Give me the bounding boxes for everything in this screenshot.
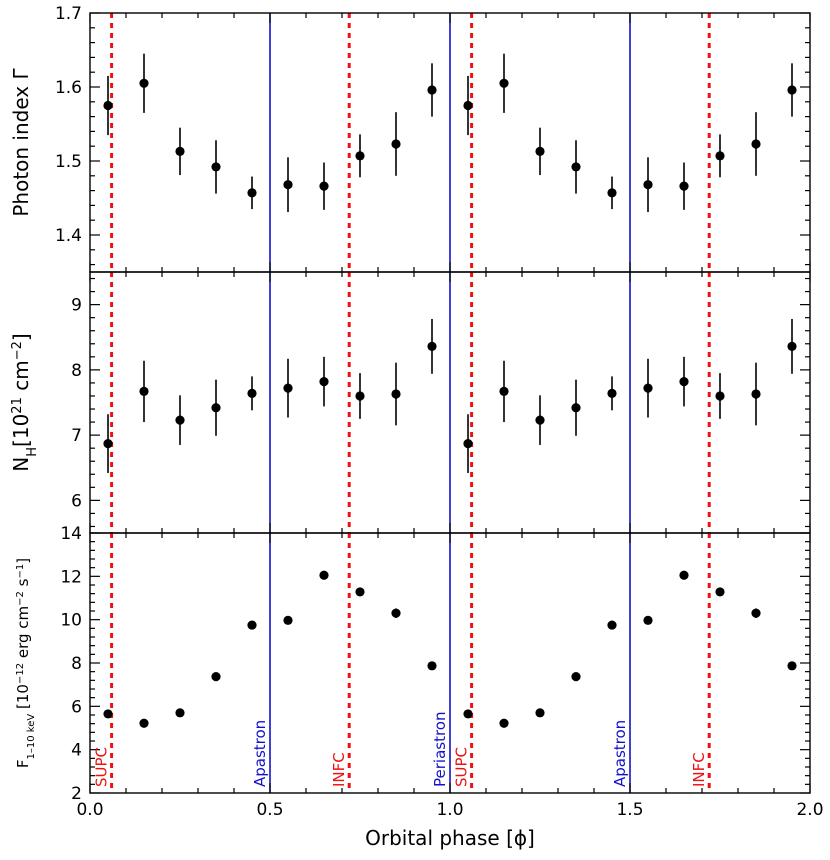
- data-point: [751, 139, 761, 149]
- y-tick-label: 1.7: [55, 4, 82, 24]
- data-point: [103, 439, 113, 449]
- data-point: [751, 389, 761, 399]
- y-tick-label: 9: [71, 296, 82, 316]
- data-point: [211, 672, 221, 682]
- y-tick-label: 8: [71, 361, 82, 381]
- y-tick-label: 8: [71, 654, 82, 674]
- data-point: [391, 389, 401, 399]
- y-axis-label-0: Photon index Γ: [9, 67, 33, 216]
- data-point: [679, 377, 689, 387]
- data-point: [283, 615, 293, 625]
- data-point: [355, 391, 365, 401]
- x-tick-label: 0.0: [76, 800, 103, 820]
- data-point: [571, 162, 581, 172]
- data-point: [643, 383, 653, 393]
- data-point: [535, 415, 545, 425]
- data-point: [607, 188, 617, 198]
- data-point: [715, 587, 725, 597]
- x-tick-label: 1.5: [616, 800, 643, 820]
- data-point: [679, 181, 689, 191]
- data-point: [535, 146, 545, 156]
- data-point: [715, 391, 725, 401]
- data-point: [679, 570, 689, 580]
- data-point: [103, 100, 113, 111]
- y-tick-label: 10: [60, 611, 82, 631]
- data-point: [427, 661, 437, 671]
- data-point: [607, 620, 617, 630]
- data-point: [175, 146, 185, 156]
- y-tick-label: 6: [71, 491, 82, 511]
- data-point: [499, 718, 509, 728]
- y-tick-label: 12: [60, 567, 82, 587]
- data-point: [607, 388, 617, 398]
- data-point: [787, 661, 797, 671]
- marker-label-infc-6: INFC: [690, 752, 708, 787]
- data-point: [463, 100, 473, 111]
- y-axis-label-2: F1–10 keV [10−12 erg cm−2 s−1]: [14, 558, 37, 768]
- marker-label-apastron-5: Apastron: [611, 720, 629, 787]
- panel-0: 1.4 1.5 1.6 1.7 Photon index Γ: [9, 4, 811, 273]
- data-point: [427, 341, 437, 351]
- data-point: [643, 615, 653, 625]
- data-point: [463, 439, 473, 449]
- y-tick-label: 2: [71, 784, 82, 804]
- data-point: [391, 608, 401, 618]
- data-point: [463, 709, 473, 719]
- data-point: [571, 403, 581, 413]
- data-point: [211, 403, 221, 413]
- data-point: [139, 718, 149, 728]
- data-point: [787, 341, 797, 351]
- data-point: [283, 383, 293, 393]
- x-axis-label: Orbital phase [ϕ]: [365, 826, 535, 850]
- data-point: [319, 181, 329, 191]
- data-point: [283, 180, 293, 190]
- data-point: [751, 608, 761, 618]
- y-tick-label: 7: [71, 426, 82, 446]
- data-point: [247, 388, 257, 398]
- data-point: [319, 377, 329, 387]
- marker-label-periastron-3: Periastron: [431, 712, 449, 787]
- data-point: [643, 180, 653, 190]
- data-point: [715, 151, 725, 161]
- data-point: [211, 162, 221, 172]
- data-point: [391, 139, 401, 149]
- data-point: [319, 570, 329, 580]
- y-axis-label-1: NH[1021 cm−2]: [9, 333, 40, 471]
- data-point: [175, 708, 185, 718]
- x-tick-label: 2.0: [796, 800, 823, 820]
- marker-label-supc-4: SUPC: [453, 747, 471, 787]
- y-tick-label: 6: [71, 697, 82, 717]
- data-point: [139, 386, 149, 397]
- y-tick-label: 1.4: [55, 226, 82, 246]
- y-tick-label: 4: [71, 741, 82, 761]
- data-point: [103, 709, 113, 719]
- data-point: [571, 672, 581, 682]
- data-point: [499, 386, 509, 397]
- x-tick-label: 1.0: [436, 800, 463, 820]
- y-tick-label: 1.6: [55, 78, 82, 98]
- data-point: [247, 188, 257, 198]
- marker-label-infc-2: INFC: [330, 752, 348, 787]
- y-tick-label: 14: [60, 524, 82, 544]
- panel-1: 6 7 8 9 NH[1021 cm−2]: [9, 271, 811, 534]
- y-tick-label: 1.5: [55, 152, 82, 172]
- marker-label-supc-0: SUPC: [93, 747, 111, 787]
- data-point: [499, 78, 509, 88]
- data-point: [355, 151, 365, 161]
- panel-2: 2 4 6 8 10 12 14 F1–10 keV [10−12 erg cm−2 s−1]: [14, 524, 811, 804]
- data-point: [175, 415, 185, 425]
- data-point: [355, 587, 365, 597]
- x-tick-label: 0.5: [256, 800, 283, 820]
- marker-label-apastron-1: Apastron: [251, 720, 269, 787]
- data-point: [427, 85, 437, 95]
- data-point: [139, 78, 149, 88]
- data-point: [535, 708, 545, 718]
- data-point: [787, 85, 797, 95]
- data-point: [247, 620, 257, 630]
